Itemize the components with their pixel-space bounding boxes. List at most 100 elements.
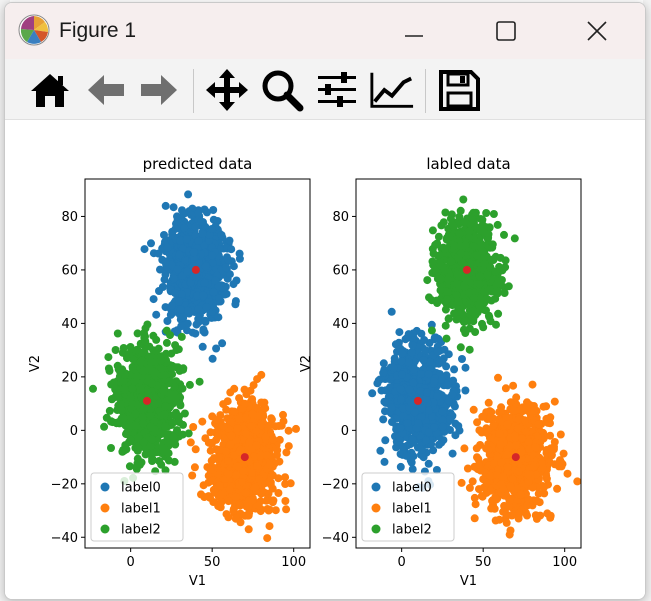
data-point — [493, 470, 502, 479]
pan-move-icon — [206, 69, 248, 111]
data-point — [132, 421, 140, 430]
data-point — [438, 358, 447, 367]
data-point — [284, 426, 293, 435]
y-tick-label: −20 — [51, 477, 78, 492]
data-point — [113, 389, 121, 397]
maximize-button[interactable] — [483, 11, 529, 51]
scatter-points — [89, 190, 300, 543]
data-point — [250, 452, 258, 461]
subplots-button[interactable] — [314, 67, 360, 113]
data-point — [149, 331, 158, 340]
data-point — [125, 349, 133, 358]
data-point — [182, 235, 191, 244]
data-point — [454, 422, 463, 430]
data-point — [89, 384, 97, 393]
data-point — [520, 416, 529, 425]
data-point — [265, 522, 274, 531]
data-point — [465, 483, 474, 492]
data-point — [141, 324, 150, 333]
data-point — [434, 334, 443, 343]
data-point — [253, 375, 262, 384]
series-label0 — [140, 190, 244, 363]
data-point — [172, 346, 181, 354]
data-point — [472, 444, 481, 453]
data-point — [516, 490, 525, 499]
data-point — [214, 432, 222, 441]
data-point — [401, 335, 410, 344]
data-point — [169, 432, 178, 441]
data-point — [508, 475, 517, 484]
data-point — [421, 346, 430, 355]
series-label1 — [186, 370, 300, 543]
data-point — [217, 231, 226, 240]
back-button[interactable] — [83, 67, 129, 113]
data-point — [206, 428, 215, 437]
data-point — [119, 414, 128, 423]
y-tick-label: −40 — [51, 531, 78, 546]
data-point — [409, 365, 418, 374]
data-point — [511, 441, 520, 450]
data-point — [227, 431, 236, 440]
y-tick-label: 80 — [61, 210, 78, 225]
data-point — [442, 334, 451, 343]
save-button[interactable] — [436, 67, 482, 113]
close-button[interactable] — [574, 11, 620, 51]
minimize-button[interactable] — [391, 11, 437, 51]
data-point — [256, 451, 265, 460]
data-point — [175, 250, 184, 259]
data-point — [205, 231, 214, 239]
data-point — [229, 506, 238, 515]
data-point — [208, 251, 217, 260]
data-point — [159, 387, 168, 396]
data-point — [279, 417, 288, 426]
data-point — [408, 435, 417, 444]
data-point — [245, 437, 254, 446]
data-point — [263, 534, 272, 543]
data-point — [470, 514, 479, 523]
data-point — [546, 513, 555, 522]
data-point — [253, 462, 262, 470]
data-point — [215, 453, 224, 462]
data-point — [216, 490, 225, 499]
data-point — [249, 381, 258, 390]
data-point — [279, 410, 287, 419]
data-point — [427, 326, 436, 335]
data-point — [374, 376, 383, 385]
data-point — [432, 466, 441, 474]
data-point — [451, 431, 460, 440]
data-point — [239, 467, 248, 476]
data-point — [117, 406, 126, 415]
data-point — [214, 502, 223, 511]
title-bar[interactable]: Figure 1 — [5, 3, 645, 59]
data-point — [122, 445, 131, 454]
pan-button[interactable] — [204, 67, 250, 113]
data-point — [523, 470, 532, 479]
data-point — [188, 471, 197, 480]
data-point — [251, 483, 260, 492]
data-point — [404, 358, 413, 367]
data-point — [173, 426, 181, 435]
data-point — [220, 434, 229, 443]
data-point — [199, 481, 208, 490]
axes-frame — [84, 178, 311, 549]
figure-canvas[interactable]: 0 50 100 −40 −20 0 20 40 60 80 predicted data V1 V2 l… — [5, 120, 645, 599]
data-point — [248, 496, 257, 505]
data-point — [201, 316, 210, 325]
data-point — [282, 505, 291, 514]
data-point — [492, 495, 501, 504]
data-point — [191, 222, 200, 231]
forward-button[interactable] — [136, 67, 182, 113]
data-point — [450, 365, 459, 374]
subplot-title: predicted data — [143, 155, 253, 173]
data-point — [173, 265, 182, 274]
data-point — [509, 381, 518, 390]
home-button[interactable] — [27, 67, 73, 113]
data-point — [175, 297, 184, 306]
zoom-button[interactable] — [259, 67, 305, 113]
data-point — [230, 384, 239, 393]
data-point — [397, 395, 405, 404]
edit-axis-button[interactable] — [369, 67, 415, 113]
data-point — [417, 404, 426, 413]
data-point — [427, 320, 436, 329]
minimize-icon — [405, 35, 423, 37]
